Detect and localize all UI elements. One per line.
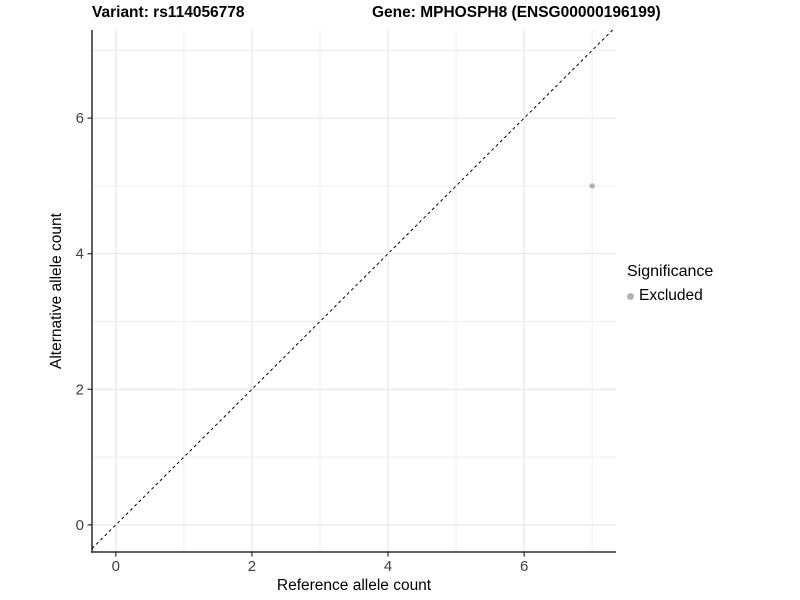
y-tick-label: 2 [76,381,84,398]
x-tick-label: 6 [520,558,528,575]
y-tick-label: 4 [76,246,84,263]
legend: Significance Excluded [627,263,713,305]
legend-item-excluded: Excluded [627,287,713,305]
data-point [589,183,595,189]
gene-title: Gene: MPHOSPH8 (ENSG00000196199) [372,4,661,21]
x-tick-label: 4 [384,558,392,575]
y-axis-label: Alternative allele count [48,213,65,369]
identity-dashed-line [91,29,613,549]
x-tick-label: 0 [112,558,120,575]
legend-item-label: Excluded [639,287,703,304]
x-tick-label: 2 [248,558,256,575]
y-tick-label: 0 [76,517,84,534]
legend-title: Significance [627,263,714,280]
y-tick-label: 6 [76,110,84,127]
legend-dot-icon [627,292,634,300]
variant-title: Variant: rs114056778 [92,4,245,21]
x-axis-label: Reference allele count [276,577,432,594]
